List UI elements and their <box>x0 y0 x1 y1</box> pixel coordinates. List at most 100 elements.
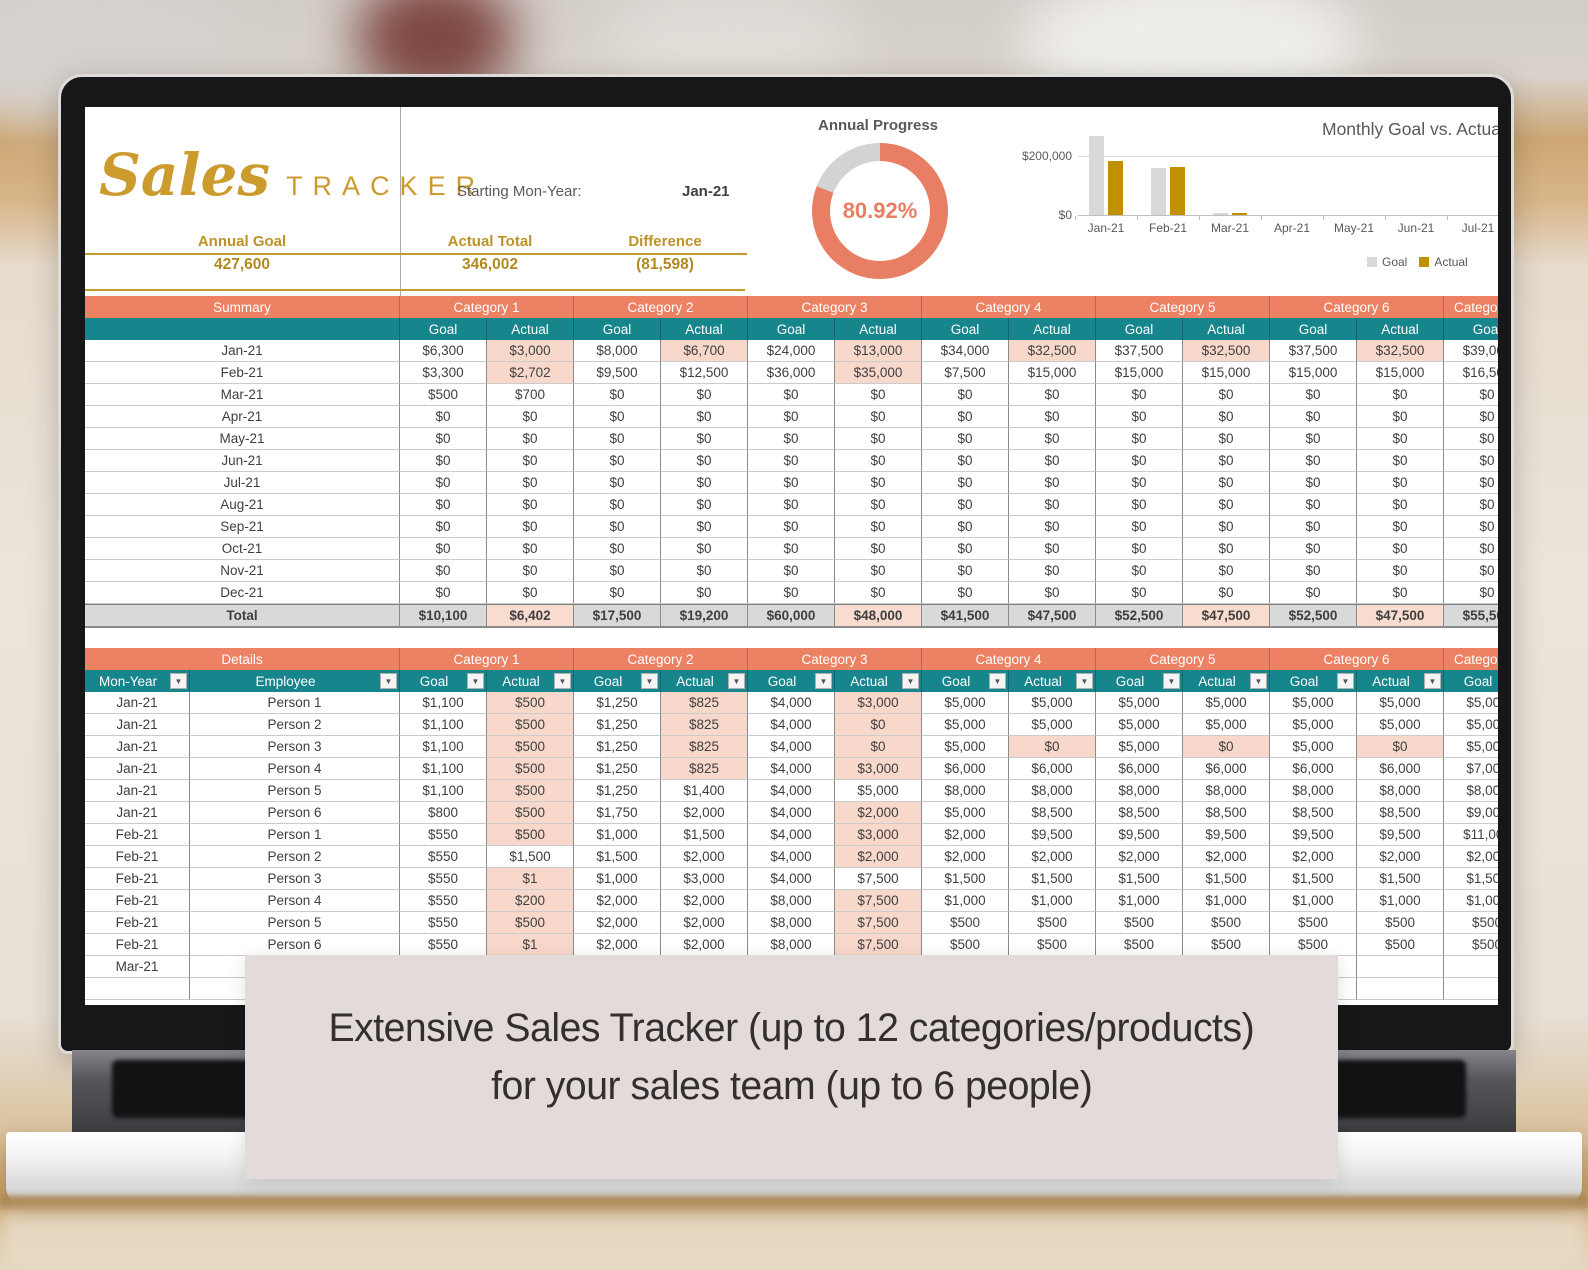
cell[interactable]: $1,000 <box>1270 890 1357 912</box>
employee-cell[interactable]: Person 6 <box>190 802 400 824</box>
monyear-cell[interactable]: Jan-21 <box>85 714 190 736</box>
cell[interactable]: $1,250 <box>574 780 661 802</box>
cell[interactable]: $0 <box>400 560 487 582</box>
cell[interactable]: $5,000 <box>1357 692 1444 714</box>
monyear-cell[interactable] <box>85 978 190 1000</box>
cell[interactable]: $0 <box>1009 450 1096 472</box>
cell[interactable]: $0 <box>574 494 661 516</box>
cell[interactable]: $2,000 <box>922 824 1009 846</box>
cell[interactable]: $0 <box>400 538 487 560</box>
cell[interactable]: $0 <box>748 472 835 494</box>
cell[interactable]: $8,500 <box>1270 802 1357 824</box>
cell[interactable]: $16,500 <box>1444 362 1498 384</box>
cell[interactable]: $6,000 <box>1096 758 1183 780</box>
cell[interactable]: $7,500 <box>835 868 922 890</box>
cell[interactable]: $5,000 <box>1183 692 1270 714</box>
cell[interactable]: $5,000 <box>922 802 1009 824</box>
cell[interactable]: $0 <box>1183 384 1270 406</box>
cell[interactable]: $500 <box>1183 912 1270 934</box>
row-label[interactable]: Jul-21 <box>85 472 400 494</box>
monyear-cell[interactable]: Feb-21 <box>85 890 190 912</box>
cell[interactable]: $0 <box>1444 450 1498 472</box>
cell[interactable]: $0 <box>1357 516 1444 538</box>
cell[interactable]: $48,000 <box>835 604 922 628</box>
cell[interactable]: $1,000 <box>1357 890 1444 912</box>
cell[interactable]: $0 <box>1270 582 1357 604</box>
cell[interactable]: $5,000 <box>1009 692 1096 714</box>
cell[interactable]: $550 <box>400 912 487 934</box>
cell[interactable]: $2,000 <box>1183 846 1270 868</box>
cell[interactable]: $0 <box>487 406 574 428</box>
cell[interactable]: $500 <box>1009 934 1096 956</box>
cell[interactable]: $0 <box>1009 494 1096 516</box>
cell[interactable]: $1,000 <box>922 890 1009 912</box>
cell[interactable]: $0 <box>835 406 922 428</box>
cell[interactable]: $6,000 <box>922 758 1009 780</box>
cell[interactable]: $0 <box>835 714 922 736</box>
cell[interactable]: $700 <box>487 384 574 406</box>
cell[interactable]: $0 <box>574 538 661 560</box>
cell[interactable]: $0 <box>661 450 748 472</box>
cell[interactable]: $0 <box>1357 560 1444 582</box>
cell[interactable]: $8,000 <box>1270 780 1357 802</box>
cell[interactable]: $550 <box>400 846 487 868</box>
employee-cell[interactable]: Person 5 <box>190 912 400 934</box>
employee-cell[interactable]: Person 4 <box>190 890 400 912</box>
filter-dropdown-icon[interactable]: ▼ <box>641 673 658 689</box>
filter-dropdown-icon[interactable]: ▼ <box>1337 673 1354 689</box>
cell[interactable]: $0 <box>1357 538 1444 560</box>
cell[interactable]: $0 <box>1096 582 1183 604</box>
row-label[interactable]: Oct-21 <box>85 538 400 560</box>
cell[interactable]: $500 <box>1270 912 1357 934</box>
filter-dropdown-icon[interactable]: ▼ <box>728 673 745 689</box>
cell[interactable]: $8,000 <box>1444 780 1498 802</box>
cell[interactable]: $9,500 <box>1270 824 1357 846</box>
cell[interactable]: $0 <box>922 406 1009 428</box>
cell[interactable]: $825 <box>661 714 748 736</box>
cell[interactable]: $0 <box>922 450 1009 472</box>
cell[interactable]: $0 <box>835 384 922 406</box>
cell[interactable]: $5,000 <box>1009 714 1096 736</box>
cell[interactable]: $6,000 <box>1270 758 1357 780</box>
cell[interactable]: $5,000 <box>1096 692 1183 714</box>
cell[interactable]: $550 <box>400 868 487 890</box>
cell[interactable]: $0 <box>922 582 1009 604</box>
cell[interactable]: $2,000 <box>922 846 1009 868</box>
cell[interactable]: $1,000 <box>1183 890 1270 912</box>
cell[interactable]: $2,000 <box>1270 846 1357 868</box>
cell[interactable]: $1,000 <box>574 868 661 890</box>
employee-cell[interactable]: Person 2 <box>190 714 400 736</box>
filter-dropdown-icon[interactable]: ▼ <box>815 673 832 689</box>
cell[interactable]: $5,000 <box>1270 692 1357 714</box>
cell[interactable]: $0 <box>1009 406 1096 428</box>
cell[interactable]: $1,500 <box>1270 868 1357 890</box>
cell[interactable]: $1,500 <box>1444 868 1498 890</box>
cell[interactable]: $0 <box>1270 450 1357 472</box>
filter-dropdown-icon[interactable]: ▼ <box>380 673 397 689</box>
cell[interactable]: $2,000 <box>1096 846 1183 868</box>
cell[interactable]: $0 <box>835 494 922 516</box>
cell[interactable]: $11,000 <box>1444 824 1498 846</box>
cell[interactable]: $37,500 <box>1096 340 1183 362</box>
cell[interactable]: $1,500 <box>922 868 1009 890</box>
cell[interactable]: $2,000 <box>835 846 922 868</box>
cell[interactable]: $5,000 <box>1183 714 1270 736</box>
cell[interactable]: $17,500 <box>574 604 661 628</box>
cell[interactable]: $0 <box>835 538 922 560</box>
cell[interactable]: $4,000 <box>748 868 835 890</box>
cell[interactable]: $0 <box>922 516 1009 538</box>
cell[interactable]: $0 <box>574 384 661 406</box>
monyear-cell[interactable]: Jan-21 <box>85 758 190 780</box>
cell[interactable]: $0 <box>1270 538 1357 560</box>
cell[interactable]: $0 <box>400 450 487 472</box>
cell[interactable]: $825 <box>661 736 748 758</box>
cell[interactable]: $2,702 <box>487 362 574 384</box>
employee-cell[interactable]: Person 5 <box>190 780 400 802</box>
cell[interactable]: $6,402 <box>487 604 574 628</box>
cell[interactable]: $0 <box>748 406 835 428</box>
cell[interactable]: $8,000 <box>1096 780 1183 802</box>
cell[interactable]: $47,500 <box>1357 604 1444 628</box>
cell[interactable]: $0 <box>1009 560 1096 582</box>
cell[interactable]: $0 <box>1096 516 1183 538</box>
filter-dropdown-icon[interactable]: ▼ <box>467 673 484 689</box>
